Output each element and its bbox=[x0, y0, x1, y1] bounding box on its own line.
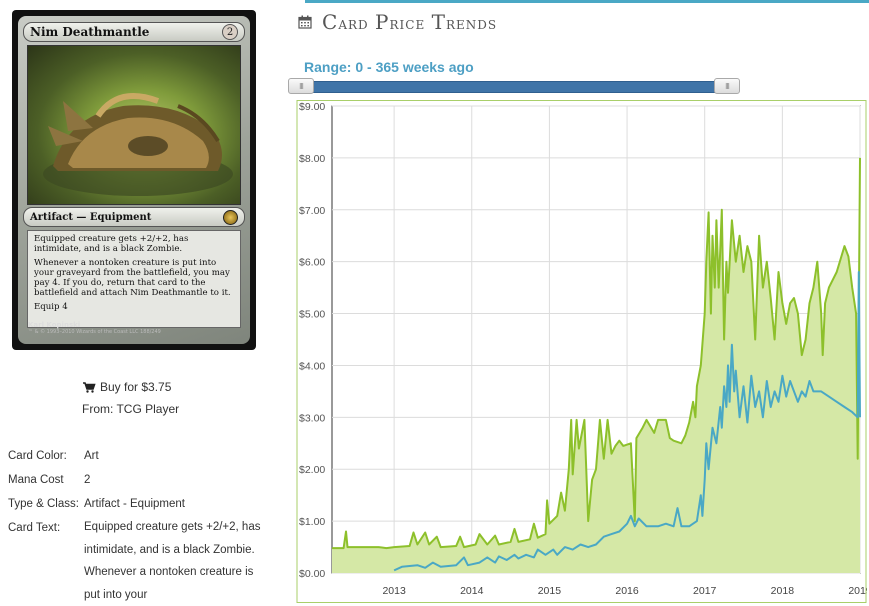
detail-row-color: Card Color: Art bbox=[8, 444, 268, 468]
slider-track[interactable] bbox=[292, 81, 739, 93]
mana-cost-icon: 2 bbox=[222, 24, 238, 40]
detail-row-mana-cost: Mana Cost 2 bbox=[8, 468, 268, 492]
section-title: Card Price Trends bbox=[322, 10, 498, 34]
card-frame: Nim Deathmantle 2 Artifact — Equipment E… bbox=[18, 16, 250, 344]
y-tick-label: $8.00 bbox=[299, 153, 325, 165]
card-name: Nim Deathmantle bbox=[30, 25, 150, 39]
price-chart: $0.00 $1.00 $2.00 $3.00 $4.00 $5.00 $6.00 $7.00… bbox=[296, 100, 867, 603]
buy-link[interactable]: Buy for $3.75 bbox=[82, 376, 262, 394]
detail-value: Equipped creature gets +2/+2, has intimi… bbox=[84, 521, 261, 601]
card-rules-3: Equip 4 bbox=[34, 302, 68, 312]
x-tick-label: 2014 bbox=[460, 585, 484, 597]
series-area-paper bbox=[332, 157, 860, 573]
x-tick-label: 2018 bbox=[771, 585, 795, 597]
detail-key: Card Color: bbox=[8, 450, 67, 462]
card-title-bar: Nim Deathmantle 2 bbox=[23, 22, 245, 42]
detail-row-card-text: Card Text: Equipped creature gets +2/+2,… bbox=[8, 516, 268, 606]
buy-price-link[interactable]: Buy for $3.75 bbox=[100, 380, 172, 394]
section-header: Card Price Trends bbox=[298, 10, 497, 34]
y-tick-label: $1.00 bbox=[299, 516, 325, 528]
y-tick-label: $6.00 bbox=[299, 257, 325, 269]
card-details: Card Color: Art Mana Cost 2 Type & Class… bbox=[8, 444, 268, 606]
helmet-art-icon bbox=[43, 93, 233, 196]
buy-section: Buy for $3.75 From: TCG Player bbox=[82, 376, 262, 416]
x-tick-label: 2017 bbox=[693, 585, 717, 597]
slider-handle-start[interactable]: III bbox=[288, 78, 314, 94]
detail-key: Card Text: bbox=[8, 522, 61, 534]
y-tick-label: $5.00 bbox=[299, 309, 325, 321]
x-tick-label: 2015 bbox=[538, 585, 562, 597]
card-type-bar: Artifact — Equipment bbox=[23, 207, 245, 227]
card-rules-1: Equipped creature gets +2/+2, has intimi… bbox=[34, 234, 189, 254]
series-line-paper bbox=[332, 157, 861, 550]
card-footer: Karl Kopinski ™ & © 1993–2010 Wizards of… bbox=[28, 321, 240, 341]
detail-value: Art bbox=[84, 450, 99, 462]
x-tick-label: 2016 bbox=[615, 585, 639, 597]
cart-icon[interactable] bbox=[82, 380, 96, 394]
card-artist: Karl Kopinski bbox=[28, 321, 81, 329]
detail-key: Mana Cost bbox=[8, 474, 64, 486]
detail-key: Type & Class: bbox=[8, 498, 79, 510]
range-label: Range: 0 - 365 weeks ago bbox=[304, 59, 474, 75]
y-tick-label: $2.00 bbox=[299, 464, 325, 476]
detail-value: 2 bbox=[84, 474, 91, 486]
card-text-box: Equipped creature gets +2/+2, has intimi… bbox=[27, 230, 241, 328]
card-copyright: ™ & © 1993–2010 Wizards of the Coast LLC… bbox=[28, 329, 161, 335]
x-tick-label: 2019 bbox=[848, 585, 867, 597]
card-rules-2: Whenever a nontoken creature is put into… bbox=[34, 258, 231, 298]
range-slider[interactable]: III III bbox=[288, 78, 740, 94]
y-tick-label: $3.00 bbox=[299, 412, 325, 424]
y-tick-label: $7.00 bbox=[299, 205, 325, 217]
slider-handle-end[interactable]: III bbox=[714, 78, 740, 94]
series-line-foil bbox=[393, 271, 861, 572]
y-tick-label: $9.00 bbox=[299, 101, 325, 113]
set-symbol-icon bbox=[223, 209, 238, 225]
y-tick-label: $4.00 bbox=[299, 360, 325, 372]
calendar-icon bbox=[298, 15, 312, 29]
detail-value: Artifact - Equipment bbox=[84, 498, 185, 510]
price-chart-svg: $0.00 $1.00 $2.00 $3.00 $4.00 $5.00 $6.00 $7.00… bbox=[296, 100, 867, 603]
top-accent-rule bbox=[305, 0, 869, 3]
detail-row-type: Type & Class: Artifact - Equipment bbox=[8, 492, 268, 516]
card-image: Nim Deathmantle 2 Artifact — Equipment E… bbox=[12, 10, 256, 350]
card-type-line: Artifact — Equipment bbox=[30, 211, 152, 223]
vendor-label: From: TCG Player bbox=[82, 402, 180, 416]
y-tick-label: $0.00 bbox=[299, 568, 325, 580]
x-tick-label: 2013 bbox=[382, 585, 406, 597]
card-art bbox=[27, 45, 241, 205]
